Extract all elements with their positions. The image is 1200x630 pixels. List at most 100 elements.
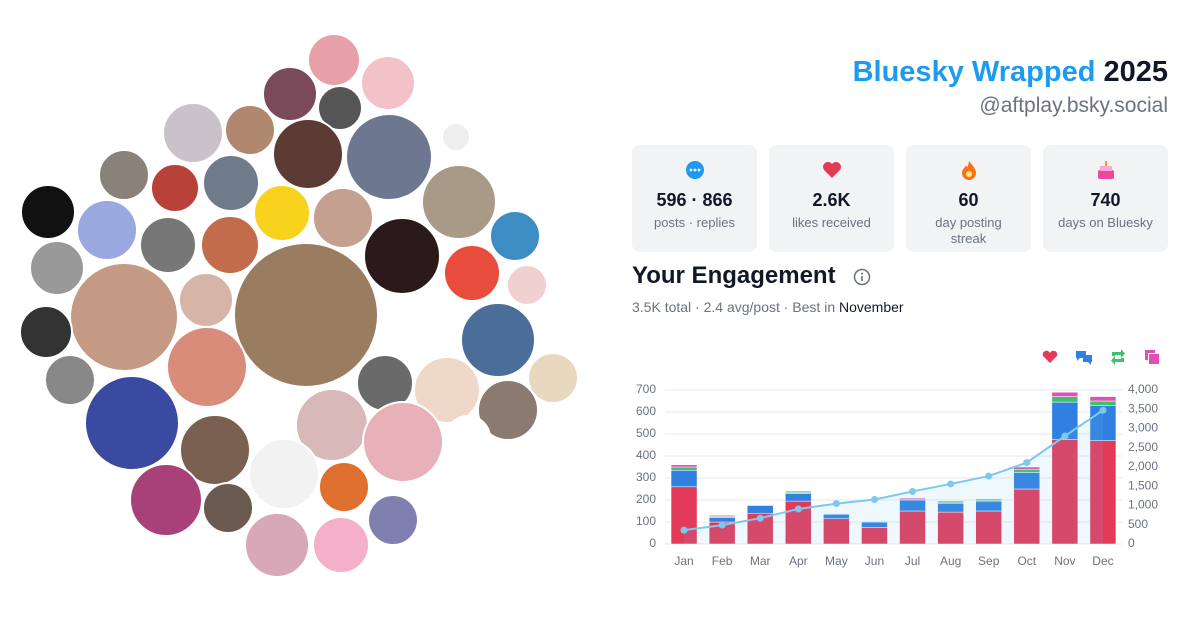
stat-label: days on Bluesky: [1058, 215, 1153, 230]
y-tick-label: 700: [636, 382, 656, 396]
line-point: [870, 496, 878, 504]
best-month: November: [839, 299, 904, 315]
avatar: [317, 85, 363, 131]
x-tick-label: Apr: [789, 554, 808, 568]
title: Bluesky Wrapped 2025: [853, 56, 1168, 89]
avatar: [312, 516, 370, 574]
y2-tick-label: 4,000: [1128, 382, 1158, 396]
legend-icon: [1111, 349, 1125, 365]
y-tick-label: 600: [636, 404, 656, 418]
avatar: [245, 387, 291, 433]
stat-card: 596 · 866 posts · replies: [632, 145, 757, 252]
avatar: [460, 302, 536, 378]
icon: [685, 161, 704, 179]
line-point: [1099, 406, 1107, 414]
line-point: [1061, 432, 1069, 440]
bar-segment: [708, 515, 736, 517]
avatar: [248, 438, 320, 510]
avatar: [29, 240, 85, 296]
info-icon[interactable]: [853, 268, 871, 286]
x-tick-label: Jan: [674, 554, 693, 568]
avatar: [84, 375, 180, 471]
line-point: [756, 514, 764, 522]
stat-card: 60 day posting streak: [906, 145, 1031, 252]
x-tick-label: Jun: [865, 554, 884, 568]
avatar: [244, 512, 310, 578]
avatar: [345, 113, 433, 201]
avatar: [363, 217, 441, 295]
summary-text: 3.5K total · 2.4 avg/post · Best in: [632, 299, 836, 315]
avatar: [200, 215, 260, 275]
brand: Bluesky Wrapped: [852, 56, 1096, 88]
avatar: [253, 184, 311, 242]
avatar: [312, 187, 374, 249]
year: 2025: [1103, 56, 1168, 88]
avatar: [527, 352, 579, 404]
avatar: [44, 354, 96, 406]
x-tick-label: Feb: [712, 554, 733, 568]
bar-segment: [937, 500, 964, 503]
y-tick-label: 100: [636, 514, 656, 528]
icon: [1097, 161, 1114, 179]
bar-segment: [975, 510, 1002, 545]
avatar: [535, 296, 581, 342]
avatar: [506, 264, 548, 306]
bar-segment: [670, 486, 698, 545]
line-point: [794, 505, 802, 513]
line-point: [680, 526, 688, 534]
avatar: [362, 401, 444, 483]
bar-segment: [823, 518, 850, 545]
y2-tick-label: 2,500: [1128, 440, 1158, 454]
avatar: [233, 242, 379, 388]
avatar: [202, 482, 254, 534]
y2-tick-label: 3,000: [1128, 421, 1158, 435]
avatar: [150, 163, 200, 213]
bar-segment: [1089, 400, 1117, 406]
avatar: [318, 461, 370, 513]
x-tick-label: May: [825, 554, 848, 568]
icon: [822, 162, 841, 178]
legend-icon: [1042, 350, 1058, 363]
avatar: [129, 463, 203, 537]
avatar: [166, 326, 248, 408]
bar-segment: [1089, 440, 1117, 545]
bar-segment: [975, 498, 1002, 501]
x-tick-label: Mar: [750, 554, 771, 568]
avatar: [20, 184, 76, 240]
avatar: [390, 302, 446, 358]
bar-segment: [1051, 439, 1079, 545]
bar-segment: [785, 493, 812, 502]
line-point: [909, 487, 917, 495]
section-title: Your Engagement: [632, 262, 836, 289]
avatar: [413, 356, 481, 424]
line-area: [684, 410, 1103, 544]
bar-segment: [1051, 396, 1079, 403]
bar-segment: [708, 517, 736, 523]
avatar: [367, 494, 419, 546]
avatar: [202, 154, 260, 212]
x-tick-label: Oct: [1017, 554, 1036, 568]
stat-label: likes received: [792, 215, 871, 230]
stat-card: 740 days on Bluesky: [1043, 145, 1168, 252]
y-tick-label: 300: [636, 470, 656, 484]
y-tick-label: 500: [636, 426, 656, 440]
bar-segment: [1089, 396, 1117, 402]
avatar: [489, 210, 541, 262]
avatar: [98, 149, 150, 201]
avatar: [428, 467, 494, 533]
y2-tick-label: 1,000: [1128, 498, 1158, 512]
legend-icon: [1145, 350, 1159, 364]
bar-segment: [785, 490, 812, 493]
bar-segment: [746, 505, 774, 514]
line-point: [1023, 459, 1031, 467]
avatar: [445, 415, 491, 461]
line: [683, 409, 1104, 532]
avatar: [272, 118, 344, 190]
line-point: [832, 500, 840, 508]
x-tick-label: Dec: [1092, 554, 1113, 568]
avatar: [224, 104, 276, 156]
avatar: [139, 216, 197, 274]
legend-icon: [1076, 351, 1092, 365]
x-tick-label: Aug: [940, 554, 961, 568]
